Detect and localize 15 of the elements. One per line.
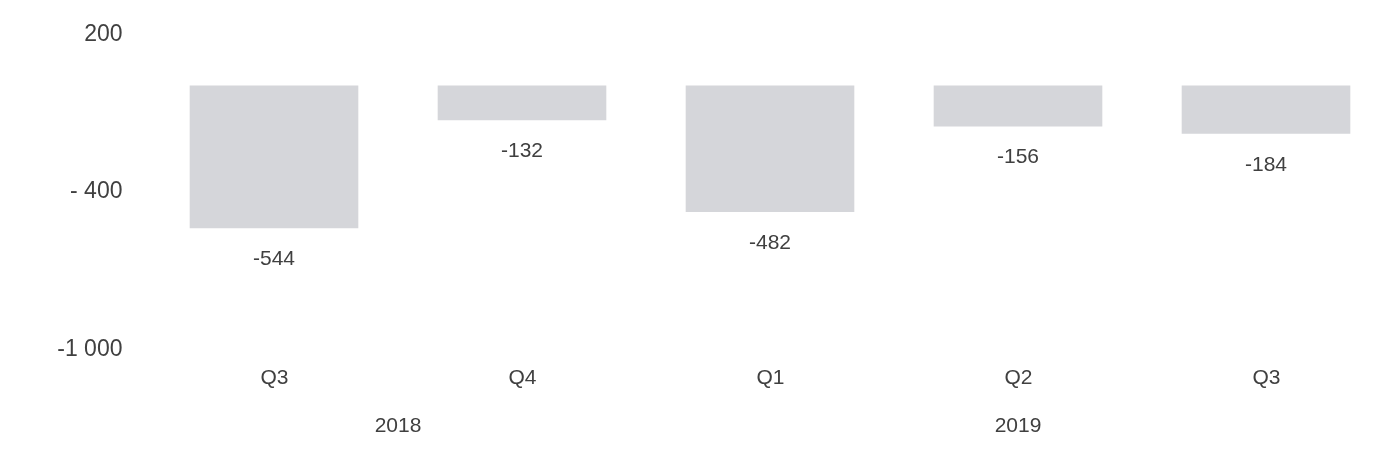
data-label: -156 bbox=[996, 144, 1040, 168]
text: 2018 bbox=[374, 413, 422, 436]
x-tick-label: Q3 bbox=[260, 364, 289, 388]
x-tick-label: Q2 bbox=[1004, 364, 1033, 388]
x-tick-label: Q1 bbox=[756, 364, 785, 388]
text: 2019 bbox=[994, 413, 1042, 436]
y-tick-label: 200 bbox=[84, 19, 123, 46]
data-label: -544 bbox=[252, 246, 296, 270]
y-tick-label: - 400 bbox=[70, 177, 123, 203]
x-tick-label: Q4 bbox=[508, 364, 537, 388]
y-tick-label: -1 000 bbox=[57, 334, 123, 361]
x-tick-label: Q3 bbox=[1252, 364, 1281, 388]
data-label: -184 bbox=[1244, 151, 1288, 175]
data-label: -482 bbox=[748, 230, 792, 254]
data-label: -132 bbox=[500, 138, 544, 162]
